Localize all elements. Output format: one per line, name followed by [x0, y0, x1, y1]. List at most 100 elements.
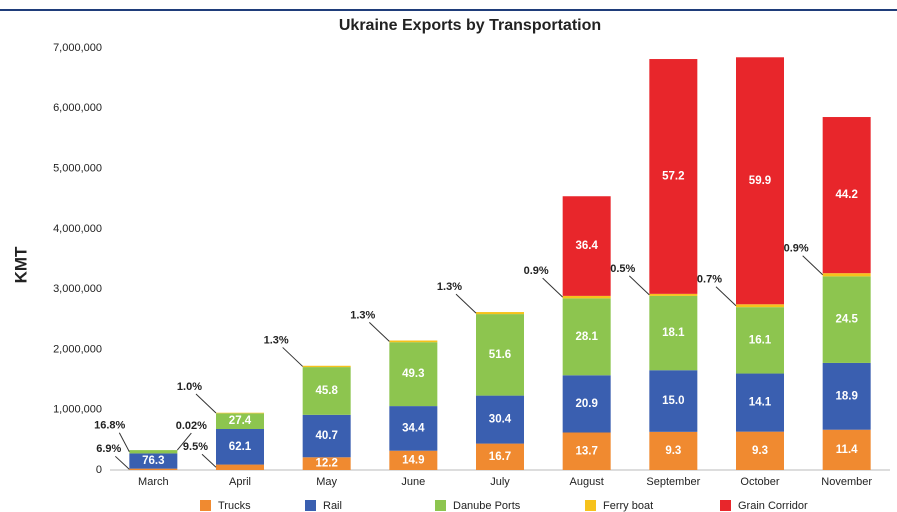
bar-segment	[302, 367, 351, 415]
leader-line	[368, 321, 390, 342]
leader-line	[195, 393, 217, 414]
x-tick-label: October	[740, 476, 779, 488]
leader-line	[542, 277, 564, 298]
bar-segment	[216, 412, 264, 414]
y-tick-label: 7,000,000	[53, 42, 102, 54]
data-label: 0.9%	[524, 265, 549, 277]
bar-segment	[736, 57, 784, 305]
data-label: 16.8%	[94, 420, 125, 432]
data-label: 36.4	[575, 240, 598, 252]
bar-segment	[389, 342, 438, 407]
chart-title: Ukraine Exports by Transportation	[339, 17, 601, 34]
data-label: 40.7	[315, 430, 337, 442]
x-tick-label: November	[821, 476, 872, 488]
legend-swatch	[305, 500, 316, 511]
y-axis-title: KMT	[11, 246, 30, 283]
data-label: 6.9%	[96, 443, 121, 455]
bar-segment	[476, 312, 524, 315]
data-label: 44.2	[835, 189, 857, 201]
bar-segment	[736, 431, 784, 470]
bar-segment	[822, 276, 871, 363]
data-label: 24.5	[835, 314, 858, 326]
leader-line	[114, 455, 130, 470]
x-tick-label: April	[229, 476, 251, 488]
legend-label: Danube Ports	[453, 500, 521, 512]
bar-segment	[736, 373, 784, 432]
bar-segment	[476, 395, 524, 444]
legend-label: Trucks	[218, 500, 251, 512]
leader-line	[118, 432, 130, 452]
data-label: 76.3	[142, 455, 164, 467]
leader-line	[628, 275, 650, 296]
bar-segment	[822, 273, 871, 277]
y-tick-label: 5,000,000	[53, 162, 102, 174]
y-tick-label: 3,000,000	[53, 283, 102, 295]
data-label: 12.2	[315, 458, 337, 470]
data-label: 9.5%	[183, 441, 208, 453]
leader-line	[201, 453, 217, 468]
leader-line	[715, 286, 737, 307]
data-label: 20.9	[575, 398, 597, 410]
data-label: 13.7	[575, 445, 597, 457]
data-label: 30.4	[489, 414, 512, 426]
x-tick-label: March	[138, 476, 169, 488]
data-label: 9.3	[665, 445, 681, 457]
data-label: 34.4	[402, 422, 425, 434]
data-label: 16.7	[489, 451, 511, 463]
y-tick-label: 4,000,000	[53, 223, 102, 235]
bar-segment	[562, 196, 611, 296]
legend-label: Ferry boat	[603, 500, 653, 512]
legend-swatch	[435, 500, 446, 511]
bar-segment	[736, 304, 784, 308]
y-tick-label: 2,000,000	[53, 343, 102, 355]
bar-segment	[389, 340, 438, 343]
legend-swatch	[720, 500, 731, 511]
data-label: 59.9	[749, 175, 771, 187]
data-label: 28.1	[575, 331, 598, 343]
x-tick-label: May	[316, 476, 337, 488]
y-tick-label: 1,000,000	[53, 404, 102, 416]
data-label: 15.0	[662, 395, 684, 407]
bar-segment	[216, 429, 264, 465]
bar-segment	[649, 295, 698, 371]
bar-segment	[389, 450, 438, 470]
bar-segment	[302, 365, 351, 368]
x-tick-label: September	[646, 476, 700, 488]
data-label: 0.7%	[697, 274, 722, 286]
data-label: 1.0%	[177, 381, 202, 393]
data-label: 14.9	[402, 454, 424, 466]
bar-segment	[476, 443, 524, 470]
bar-segment	[129, 468, 178, 470]
leader-line	[282, 347, 304, 367]
y-tick-label: 6,000,000	[53, 102, 102, 114]
bar-segment	[649, 59, 698, 294]
bar-segment	[562, 298, 611, 376]
bar-segment	[562, 432, 611, 470]
data-label: 18.9	[835, 390, 857, 402]
data-label: 0.5%	[610, 263, 635, 275]
legend-swatch	[200, 500, 211, 511]
bar-segment	[476, 314, 524, 396]
data-label: 62.1	[229, 441, 252, 453]
legend-label: Grain Corridor	[738, 500, 808, 512]
data-label: 0.02%	[176, 420, 207, 432]
legend-label: Rail	[323, 500, 342, 512]
data-label: 9.3	[752, 445, 768, 457]
bar-segment	[822, 429, 871, 470]
data-label: 27.4	[229, 415, 252, 427]
bar-segment	[389, 406, 438, 451]
data-label: 18.1	[662, 327, 685, 339]
bar-segment	[216, 413, 264, 430]
data-label: 57.2	[662, 170, 684, 182]
bar-segment	[822, 362, 871, 430]
data-label: 51.6	[489, 349, 511, 361]
bar-segment	[129, 450, 178, 454]
data-label: 1.3%	[437, 281, 462, 293]
data-label: 14.1	[749, 397, 772, 409]
legend-swatch	[585, 500, 596, 511]
data-label: 0.9%	[784, 243, 809, 255]
bar-segment	[736, 307, 784, 374]
data-label: 1.3%	[264, 334, 289, 346]
x-tick-label: June	[401, 476, 425, 488]
